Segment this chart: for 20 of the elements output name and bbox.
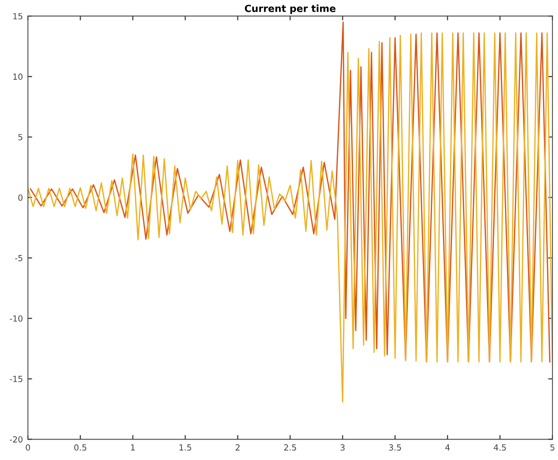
x-tick-label: 0 bbox=[26, 444, 30, 451]
x-tick-label: 2 bbox=[236, 444, 240, 450]
y-tick-label: -20 bbox=[10, 436, 22, 443]
chart-title: Current per time bbox=[244, 4, 336, 14]
x-tick-label: 4 bbox=[445, 444, 450, 450]
x-tick-label: 3 bbox=[340, 444, 345, 451]
y-tick-label: 5 bbox=[18, 134, 22, 140]
x-tick-label: 4.5 bbox=[494, 444, 506, 451]
y-tick-label: 15 bbox=[13, 13, 22, 20]
x-tick-label: 1.5 bbox=[180, 444, 192, 451]
x-tick-label: 2.5 bbox=[284, 444, 296, 451]
y-tick-label: 10 bbox=[13, 74, 22, 80]
x-tick-label: 1 bbox=[131, 444, 135, 450]
y-tick-label: -10 bbox=[10, 315, 22, 322]
x-tick-label: 3.5 bbox=[389, 444, 401, 451]
x-tick-label: 5 bbox=[550, 444, 554, 451]
y-tick-label: -5 bbox=[15, 255, 22, 262]
y-tick-label: 0 bbox=[18, 194, 22, 201]
x-tick-label: 0.5 bbox=[74, 444, 86, 451]
y-tick-label: -15 bbox=[10, 376, 22, 382]
